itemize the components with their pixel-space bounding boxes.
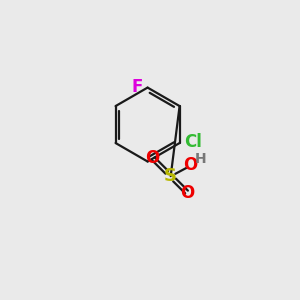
Text: O: O <box>184 156 198 174</box>
Text: H: H <box>195 152 206 166</box>
Text: S: S <box>164 167 177 185</box>
Text: Cl: Cl <box>184 133 202 151</box>
Text: O: O <box>145 149 159 167</box>
Text: F: F <box>131 78 142 96</box>
Text: O: O <box>181 184 195 202</box>
